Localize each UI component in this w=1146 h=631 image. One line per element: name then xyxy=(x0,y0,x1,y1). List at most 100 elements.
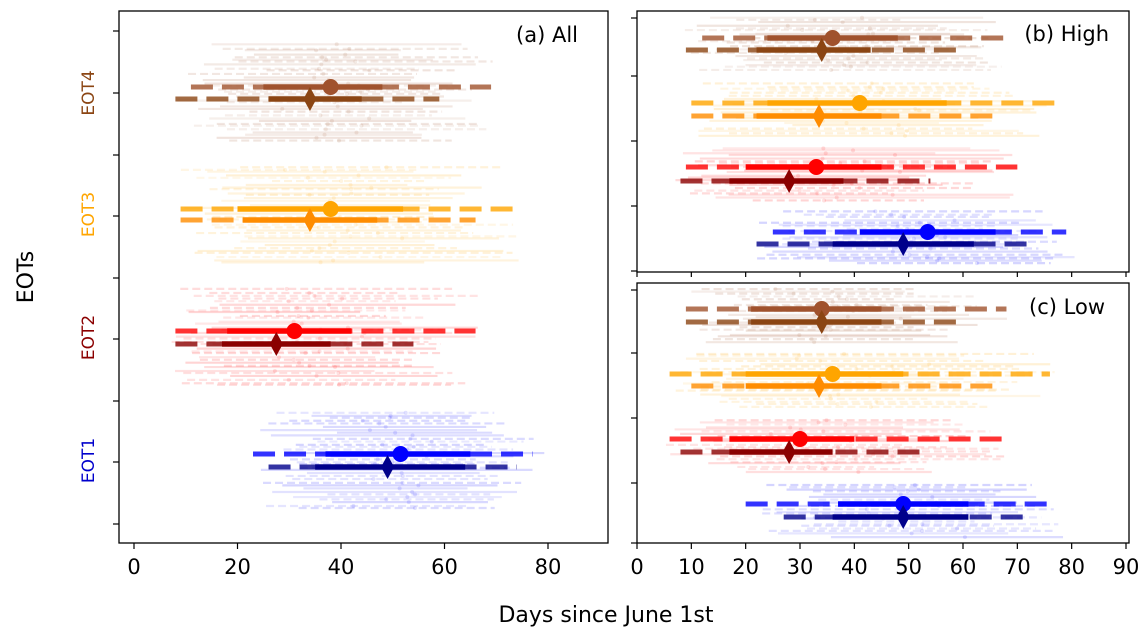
ensemble-point xyxy=(331,258,336,263)
ensemble-point xyxy=(397,486,402,491)
median-circle-eot2 xyxy=(808,159,825,175)
ensemble-point xyxy=(836,294,841,299)
ensemble-point xyxy=(343,52,348,57)
ensemble-point xyxy=(367,116,372,121)
ensemble-point xyxy=(291,357,296,362)
ensemble-point xyxy=(296,313,301,318)
ensemble-point xyxy=(829,67,834,72)
summary-markers xyxy=(175,30,1067,529)
ensemble-point xyxy=(905,489,910,494)
ensemble-point xyxy=(349,187,354,192)
ensemble-point xyxy=(768,431,773,436)
ensemble-point xyxy=(812,17,817,22)
ensemble-point xyxy=(930,494,935,499)
ensemble-point xyxy=(825,325,830,330)
ensemble-point xyxy=(785,23,790,28)
ensemble-point xyxy=(843,422,848,427)
ensemble-point xyxy=(937,256,942,261)
ensemble-point xyxy=(874,399,879,404)
ensemble-point xyxy=(323,127,328,132)
ensemble-point xyxy=(286,299,291,304)
ensemble-point xyxy=(284,286,289,291)
ensemble-point xyxy=(836,392,841,397)
median-circle-eot1 xyxy=(392,446,409,462)
ensemble-point xyxy=(317,349,322,354)
median-circle-eot2 xyxy=(792,431,808,447)
ensemble-point xyxy=(820,156,825,161)
ensemble-point xyxy=(887,523,892,528)
ensemble-point xyxy=(314,48,319,53)
ensemble-point xyxy=(823,151,828,156)
ensemble-point xyxy=(831,182,836,187)
ensemble-point xyxy=(895,224,900,229)
x-tick-label: 20 xyxy=(732,555,759,579)
ensemble-point xyxy=(851,148,856,153)
ensemble-point xyxy=(869,81,874,86)
median-diamond-eot3 xyxy=(812,374,826,398)
ensemble-point xyxy=(835,401,840,406)
ensemble-point xyxy=(842,351,847,356)
ensemble-point xyxy=(860,15,865,20)
ensemble-point xyxy=(380,442,385,447)
ensemble-point xyxy=(429,439,434,444)
ensemble-point xyxy=(312,293,317,298)
ensemble-point xyxy=(821,429,826,434)
ensemble-point xyxy=(806,464,811,469)
ensemble-point xyxy=(889,212,894,217)
ensemble-point xyxy=(403,410,408,415)
ensemble-point xyxy=(920,528,925,533)
ensemble-point xyxy=(327,302,332,307)
ensemble-point xyxy=(309,248,314,253)
ensemble-point xyxy=(844,121,849,126)
ensemble-point xyxy=(917,108,922,113)
ensemble-point xyxy=(384,165,389,170)
median-circle-eot3 xyxy=(322,201,339,217)
ensemble-point xyxy=(411,444,416,449)
ensemble-point xyxy=(383,424,388,429)
ensemble-point xyxy=(340,296,345,301)
ensemble-point xyxy=(336,138,341,143)
ensemble-point xyxy=(303,351,308,356)
ensemble-point xyxy=(347,46,352,51)
ensemble-point xyxy=(844,297,849,302)
ensemble-point xyxy=(916,487,921,492)
ensemble-point xyxy=(356,173,361,178)
ensemble-point xyxy=(823,334,828,339)
ensemble-point xyxy=(291,319,296,324)
ensemble-point xyxy=(325,121,330,126)
x-tick-label: 50 xyxy=(895,555,922,579)
ensemble-point xyxy=(791,291,796,296)
ensemble-point xyxy=(904,128,909,133)
ensemble-point xyxy=(867,84,872,89)
ensemble-point xyxy=(788,425,793,430)
ensemble-point xyxy=(821,146,826,151)
ensemble-point xyxy=(318,113,323,118)
ensemble-point xyxy=(307,291,312,296)
ensemble-point xyxy=(889,131,894,136)
ensemble-point xyxy=(820,461,825,466)
ensemble-point xyxy=(955,526,960,531)
ensemble-point xyxy=(816,420,821,425)
ensemble-point xyxy=(796,173,801,178)
ensemble-point xyxy=(332,239,337,244)
ensemble-point xyxy=(935,258,940,263)
ensemble-point xyxy=(321,71,326,76)
x-tick-label: 10 xyxy=(678,555,705,579)
ensemble-point xyxy=(864,44,869,49)
ensemble-point xyxy=(320,55,325,60)
ensemble-point xyxy=(354,130,359,135)
ensemble-point xyxy=(295,305,300,310)
ensemble-point xyxy=(346,109,351,114)
ensemble-point xyxy=(952,218,957,223)
ensemble-point xyxy=(868,404,873,409)
ensemble-point xyxy=(815,191,820,196)
x-tick-label: 80 xyxy=(535,555,562,579)
ensemble-point xyxy=(909,531,914,536)
ensemble-point xyxy=(890,192,895,197)
y-category-label: EOT2 xyxy=(79,315,99,360)
ensemble-point xyxy=(834,460,839,465)
ensemble-point xyxy=(845,314,850,319)
ensemble-point xyxy=(393,430,398,435)
median-circle-eot4 xyxy=(813,301,830,317)
ensemble-point xyxy=(334,42,339,47)
